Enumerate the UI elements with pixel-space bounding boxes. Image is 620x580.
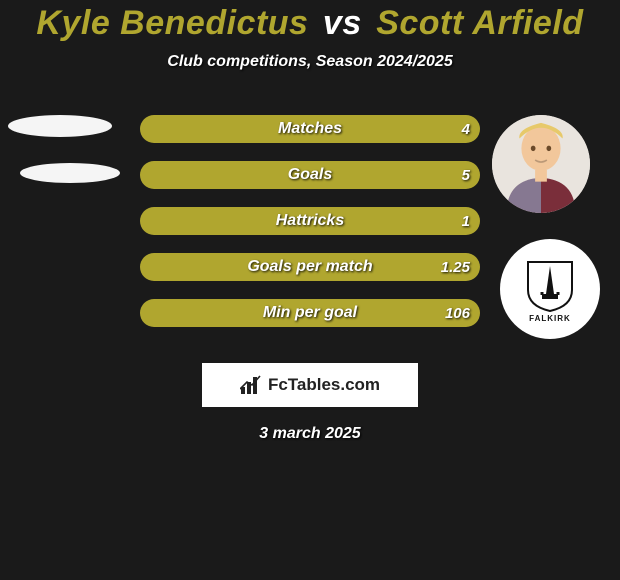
club-badge-label: FALKIRK (529, 314, 571, 323)
player-left-photo-placeholder (8, 115, 112, 137)
player-right-club-badge: FALKIRK (500, 239, 600, 339)
stat-bar-label: Hattricks (140, 212, 480, 230)
content-wrap: Kyle Benedictus vs Scott Arfield Club co… (0, 0, 620, 443)
stat-bar-row: Goals per match1.25 (140, 253, 480, 281)
subtitle: Club competitions, Season 2024/2025 (0, 53, 620, 71)
stat-bar-row: Matches4 (140, 115, 480, 143)
player-right-photo (492, 115, 590, 213)
stats-area: FALKIRK Matches4 Goals5 Hattricks1 Goals pe… (0, 115, 620, 345)
stat-bar-row: Hattricks1 (140, 207, 480, 235)
stat-bar-label: Min per goal (140, 304, 480, 322)
stat-bar-value-right: 1 (462, 213, 470, 230)
title-player-left: Kyle Benedictus (36, 4, 308, 42)
avatar-illustration (492, 115, 590, 213)
stat-bars: Matches4Goals5Hattricks1Goals per match1… (140, 115, 480, 345)
player-left-club-placeholder (20, 163, 120, 183)
club-crest-icon (524, 256, 576, 312)
date-label: 3 march 2025 (0, 425, 620, 443)
title-vs: vs (323, 4, 362, 42)
stat-bar-label: Goals (140, 166, 480, 184)
page-title: Kyle Benedictus vs Scott Arfield (0, 0, 620, 43)
stat-bar-row: Min per goal106 (140, 299, 480, 327)
stat-bar-label: Goals per match (140, 258, 480, 276)
stat-bar-label: Matches (140, 120, 480, 138)
stat-bar-value-right: 4 (462, 121, 470, 138)
footer-brand-box: FcTables.com (202, 363, 418, 407)
footer-brand-text: FcTables.com (268, 375, 380, 395)
stat-bar-value-right: 106 (445, 305, 470, 322)
bar-chart-icon (240, 375, 262, 395)
stat-bar-value-right: 1.25 (441, 259, 470, 276)
stat-bar-row: Goals5 (140, 161, 480, 189)
stat-bar-value-right: 5 (462, 167, 470, 184)
title-player-right: Scott Arfield (376, 4, 583, 42)
